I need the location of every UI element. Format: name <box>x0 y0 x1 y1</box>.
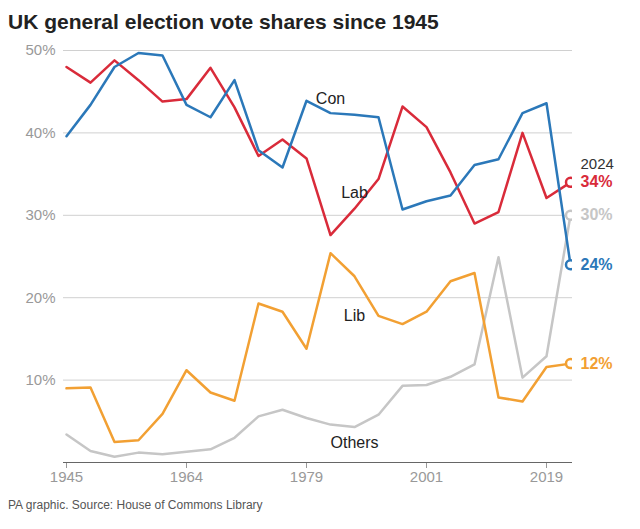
svg-text:1979: 1979 <box>290 468 323 485</box>
svg-text:30%: 30% <box>25 206 55 223</box>
svg-text:Lib: Lib <box>344 307 365 324</box>
html-text:PA graphic. Source: House of C: PA graphic. Source: House of Commons Lib… <box>8 498 263 512</box>
svg-text:Others: Others <box>330 434 378 451</box>
svg-text:40%: 40% <box>25 124 55 141</box>
svg-text:1964: 1964 <box>170 468 203 485</box>
svg-text:12%: 12% <box>581 355 613 372</box>
svg-text:30%: 30% <box>581 206 613 223</box>
svg-text:2001: 2001 <box>410 468 443 485</box>
svg-text:2019: 2019 <box>530 468 563 485</box>
svg-text:Lab: Lab <box>341 184 368 201</box>
svg-text:24%: 24% <box>581 256 613 273</box>
svg-text:10%: 10% <box>25 371 55 388</box>
svg-text:20%: 20% <box>25 289 55 306</box>
svg-text:Con: Con <box>316 90 345 107</box>
svg-text:34%: 34% <box>581 173 613 190</box>
svg-text:50%: 50% <box>25 41 55 58</box>
svg-text:1945: 1945 <box>50 468 83 485</box>
svg-text:2024: 2024 <box>581 155 614 172</box>
html-text:UK general election vote share: UK general election vote shares since 19… <box>8 10 439 33</box>
